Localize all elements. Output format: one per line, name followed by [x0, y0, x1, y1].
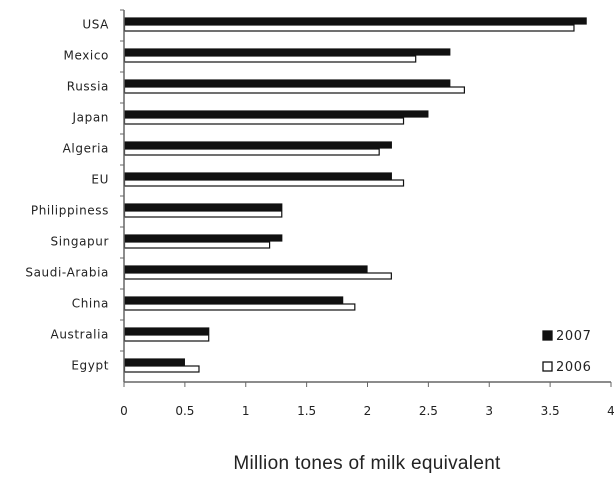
category-label: Algeria [63, 142, 109, 156]
category-label: Mexico [63, 49, 109, 63]
category-label: Philippiness [31, 204, 109, 218]
x-tick-label: 1.5 [297, 404, 316, 418]
x-tick-label: 3 [485, 404, 493, 418]
bar-2007-russia [123, 79, 451, 87]
bar-2006-australia [123, 334, 210, 342]
bar-2007-usa [123, 17, 587, 25]
category-label: Egypt [71, 359, 109, 373]
bar-2007-japan [123, 110, 429, 118]
bars [123, 17, 587, 373]
x-tick-label: 0.5 [175, 404, 194, 418]
bar-2007-singapur [123, 234, 283, 242]
category-label: Singapur [51, 235, 109, 249]
x-tick-label: 2.5 [419, 404, 438, 418]
bar-2006-saudi-arabia [123, 272, 392, 280]
legend-swatch-2007 [542, 330, 553, 341]
bar-2006-algeria [123, 148, 380, 156]
category-label: Russia [67, 80, 109, 94]
bar-2007-philippiness [123, 203, 283, 211]
category-label: USA [82, 18, 109, 32]
category-label: Japan [72, 111, 109, 125]
x-tick-label: 3.5 [541, 404, 560, 418]
category-labels: USA Mexico Russia Japan Algeria EU Philippines… [25, 18, 109, 373]
bar-2006-egypt [123, 365, 200, 373]
bar-2006-eu [123, 179, 405, 187]
bar-2007-australia [123, 327, 210, 335]
bar-2007-egypt [123, 358, 185, 366]
bar-2006-russia [123, 86, 465, 94]
bar-2007-saudi-arabia [123, 265, 368, 273]
bar-2006-philippiness [123, 210, 283, 218]
bar-2007-mexico [123, 48, 451, 56]
bar-2006-usa [123, 24, 575, 32]
legend-label-2006: 2006 [556, 360, 591, 375]
x-tick-label: 0 [120, 404, 128, 418]
axes [120, 9, 612, 387]
x-tick-label: 1 [242, 404, 250, 418]
category-label: Saudi-Arabia [25, 266, 109, 280]
bar-2006-mexico [123, 55, 417, 63]
x-axis-title: Million tones of milk equivalent [233, 453, 501, 474]
bar-2006-china [123, 303, 356, 311]
x-tick-label: 2 [364, 404, 372, 418]
bar-2006-singapur [123, 241, 271, 249]
x-tick-labels: 0 0.5 1 1.5 2 2.5 3 3.5 4 [120, 404, 614, 418]
category-label: Australia [51, 328, 109, 342]
bar-2007-eu [123, 172, 392, 180]
bar-2007-algeria [123, 141, 392, 149]
legend: 2007 2006 [542, 329, 591, 375]
category-label: EU [91, 173, 109, 187]
x-tick-label: 4 [607, 404, 614, 418]
category-label: China [72, 297, 109, 311]
bar-2006-japan [123, 117, 405, 125]
legend-swatch-2006 [542, 361, 553, 372]
legend-label-2007: 2007 [556, 329, 591, 344]
bar-2007-china [123, 296, 344, 304]
